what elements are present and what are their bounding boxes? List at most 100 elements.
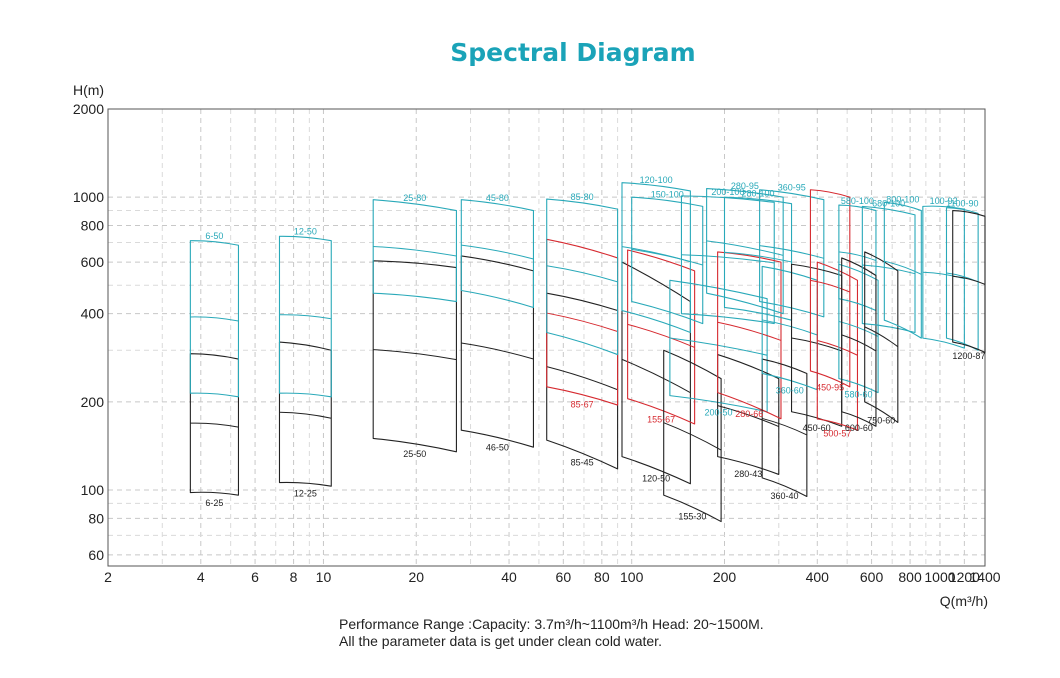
- x-tick-label: 200: [713, 569, 737, 585]
- curve-mid-25-80: [373, 245, 457, 257]
- curve-mid-600-60: [841, 334, 877, 352]
- x-tick-label: 2: [104, 569, 112, 585]
- curve-mid-280-66: [717, 321, 782, 341]
- curve-360-40: [761, 358, 808, 498]
- x-tick-label: 600: [860, 569, 884, 585]
- x-tick-label: 20: [408, 569, 424, 585]
- curve-46-50: [460, 255, 534, 448]
- x-tick-label: 60: [556, 569, 572, 585]
- curve-45-80: [460, 199, 534, 309]
- x-tick-label: 10: [316, 569, 332, 585]
- curve-85-45: [546, 292, 619, 470]
- series-label: 200-100: [711, 187, 744, 197]
- series-label: 750-60: [867, 416, 895, 426]
- curve-25-50: [372, 260, 457, 453]
- curve-360-60: [761, 265, 818, 391]
- series-label: 150-100: [651, 190, 684, 200]
- x-axis-title: Q(m³/h): [940, 593, 988, 609]
- curve-mid-360-40: [762, 417, 808, 436]
- curve-155-67: [627, 249, 696, 425]
- curve-6-50: [189, 240, 240, 398]
- y-tick-label: 800: [81, 218, 105, 234]
- curve-mid-120-50: [621, 358, 691, 394]
- curve-100-92: [922, 205, 965, 349]
- series-label: 6-50: [205, 231, 223, 241]
- series-label: 280-100: [742, 188, 775, 198]
- y-tick-label: 200: [81, 394, 105, 410]
- series-label: 280-43: [734, 469, 762, 479]
- series-label: 155-67: [647, 415, 675, 425]
- series-label: 360-60: [776, 385, 804, 395]
- series-label: 12-50: [294, 226, 317, 236]
- curve-mid-360-95: [759, 245, 824, 259]
- series-label: 155-30: [678, 512, 706, 522]
- curve-1200-87: [952, 209, 986, 353]
- series-label: 85-67: [571, 400, 594, 410]
- curve-12-25: [278, 341, 332, 487]
- series-label: 12-25: [294, 488, 317, 498]
- curve-mid-450-95: [810, 279, 851, 293]
- curve-1100-90: [945, 207, 979, 351]
- series-label: 580-60: [844, 389, 872, 399]
- y-tick-label: 80: [88, 510, 104, 526]
- x-tick-label: 80: [594, 569, 610, 585]
- curve-450-95: [809, 189, 851, 388]
- curve-360-95: [759, 189, 825, 318]
- curve-mid-12-50: [279, 314, 332, 320]
- curve-mid-580-100: [838, 251, 877, 262]
- curve-280-66: [717, 251, 782, 420]
- series-label: 45-80: [486, 193, 509, 203]
- performance-range-note: Performance Range :Capacity: 3.7m³/h~110…: [339, 616, 764, 632]
- curve-450-60: [790, 263, 843, 427]
- series-label: 1100-90: [946, 199, 978, 209]
- curve-800-100: [883, 201, 922, 339]
- x-tick-label: 800: [898, 569, 922, 585]
- curve-mid-6-25: [190, 422, 239, 428]
- series-labels: 6-25 6-50 12-25 12-50 25-50 25-80 46-50 45-80 85…: [205, 175, 985, 522]
- series-label: 500-57: [823, 428, 851, 438]
- y-tick-label: 1000: [73, 189, 104, 205]
- x-tick-label: 1400: [969, 569, 1000, 585]
- series-label: 25-80: [403, 193, 426, 203]
- series-label: 800-100: [886, 194, 919, 204]
- spectral-chart: 2 4 6 8 10 20 40 60 80 100 200 400 600 800 10001200140…: [73, 82, 1001, 609]
- curve-mid-200-50: [669, 337, 768, 356]
- curve-mid-280-95: [706, 240, 784, 256]
- x-tick-label: 40: [501, 569, 517, 585]
- series-label: 280-95: [731, 181, 759, 191]
- curve-200-100: [680, 195, 775, 325]
- curve-mid-360-60: [762, 319, 818, 336]
- x-tick-label: 400: [806, 569, 830, 585]
- series-label: 120-50: [642, 473, 670, 483]
- curve-mid-85-80: [546, 265, 618, 283]
- x-tick-label: 100: [620, 569, 644, 585]
- curve-mid-800-100: [884, 260, 922, 275]
- series-label: 6-25: [205, 498, 223, 508]
- series-label: 200-50: [704, 407, 732, 417]
- curve-600-60: [841, 257, 877, 427]
- curve-500-57: [816, 261, 859, 431]
- series-label: 450-60: [803, 423, 831, 433]
- curve-280-95: [706, 187, 784, 315]
- curve-85-80: [546, 198, 619, 356]
- x-tick-label: 8: [290, 569, 298, 585]
- curve-mid-12-25: [279, 411, 332, 419]
- curve-mid-580-60: [838, 320, 879, 337]
- series-label: 120-100: [640, 175, 673, 185]
- curve-mid-25-50: [373, 349, 457, 361]
- series-label: 600-60: [845, 423, 873, 433]
- curve-mid-280-100: [724, 251, 792, 263]
- x-tick-label: 1200: [949, 569, 980, 585]
- curve-580-60: [838, 263, 879, 394]
- curve-mid-85-45: [546, 366, 618, 391]
- curve-25-80: [372, 199, 457, 303]
- y-tick-label: 600: [81, 254, 105, 270]
- curve-200-50: [669, 279, 768, 413]
- chart-title: Spectral Diagram: [450, 38, 696, 67]
- series-label: 85-45: [571, 458, 594, 468]
- series-label: 100-92: [930, 196, 958, 206]
- curve-mid-155-30: [663, 422, 722, 451]
- curve-mid-750-60: [864, 326, 899, 348]
- curve-12-50: [278, 235, 332, 398]
- curve-mid-680-100: [862, 264, 916, 275]
